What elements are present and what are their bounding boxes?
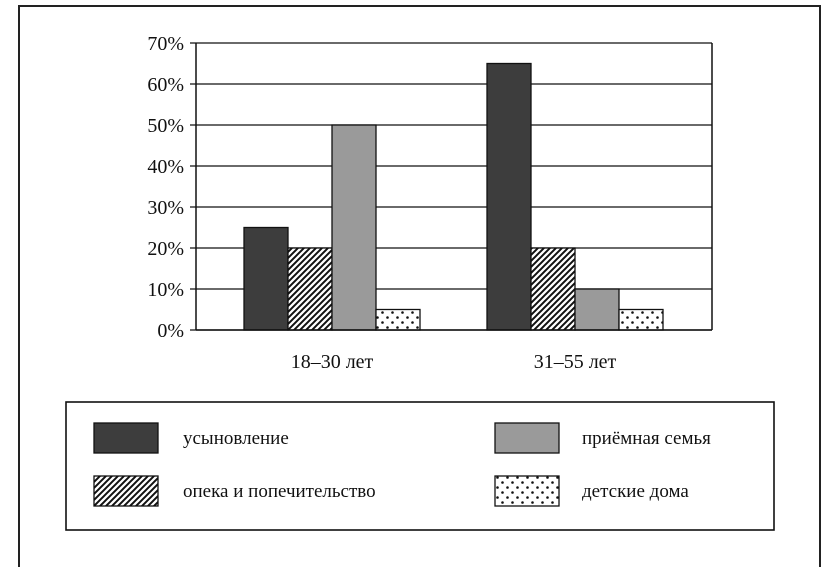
y-tick-label: 20%: [147, 238, 184, 260]
bar: [530, 247, 576, 331]
bar: [574, 288, 620, 331]
legend-box: [65, 401, 775, 531]
bar: [331, 124, 377, 331]
bar: [618, 308, 664, 331]
y-tick-label: 40%: [147, 156, 184, 178]
y-tick-label: 10%: [147, 279, 184, 301]
bars: [243, 62, 664, 331]
bar: [287, 247, 333, 331]
bar: [243, 226, 289, 331]
legend-swatch: [494, 475, 560, 507]
legend-label: детские дома: [582, 481, 689, 502]
y-axis-ticks: 0% 10% 20% 30% 40% 50% 60% 70%: [147, 33, 184, 342]
legend-swatch: [494, 422, 560, 454]
y-tick-label: 70%: [147, 33, 184, 55]
bar: [375, 308, 421, 331]
y-tick-label: 0%: [157, 320, 184, 342]
y-tick-label: 50%: [147, 115, 184, 137]
legend: усыновление опека и попечительство приёмна…: [65, 401, 775, 531]
legend-label: приёмная семья: [582, 428, 711, 449]
x-category-label: 18–30 лет: [291, 351, 374, 373]
bar: [486, 62, 532, 331]
y-tick-label: 60%: [147, 74, 184, 96]
x-category-label: 31–55 лет: [534, 351, 617, 373]
axes: [195, 43, 713, 331]
legend-swatch: [93, 422, 159, 454]
legend-swatch: [93, 475, 159, 507]
legend-label: опека и попечительство: [183, 481, 376, 502]
chart-frame: [18, 5, 821, 567]
y-tick-label: 30%: [147, 197, 184, 219]
legend-label: усыновление: [183, 428, 289, 449]
x-axis-categories: 18–30 лет 31–55 лет: [291, 351, 617, 373]
